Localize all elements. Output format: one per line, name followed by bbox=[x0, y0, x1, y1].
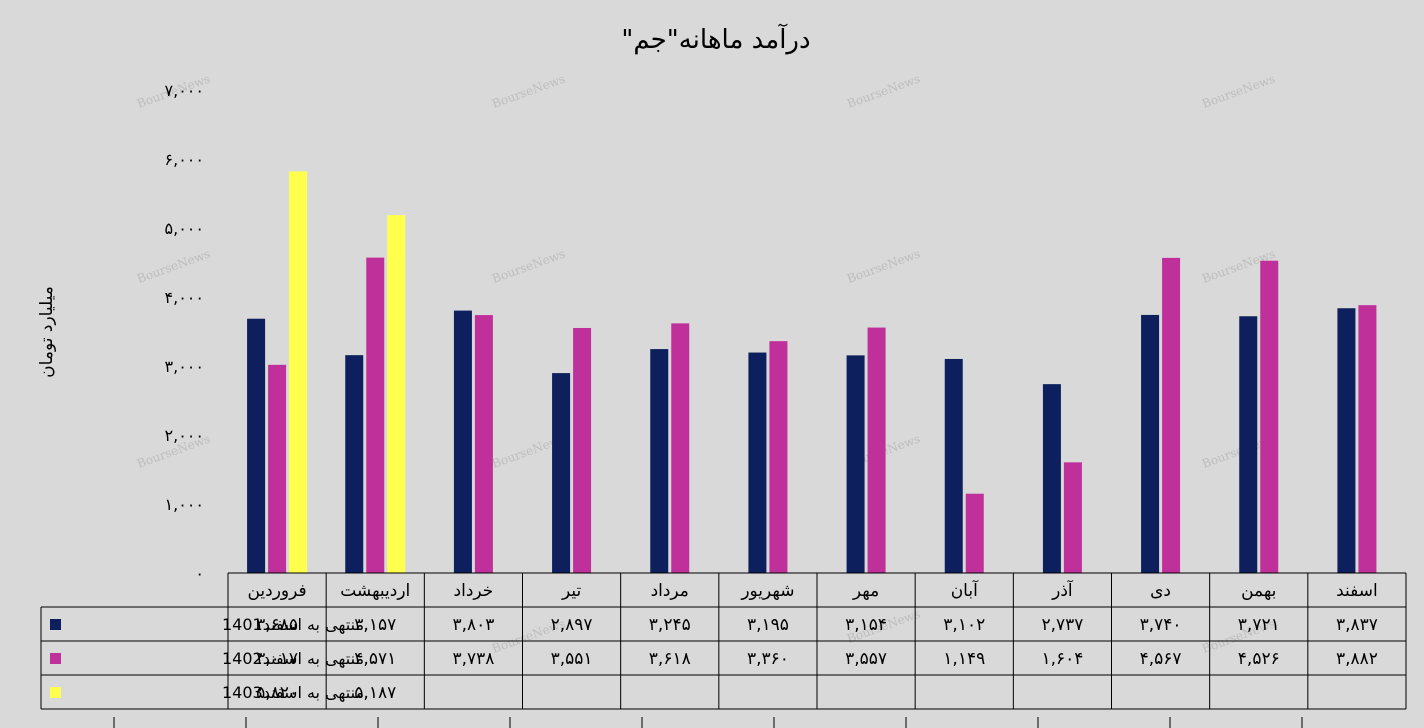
watermark: BourseNews bbox=[1200, 72, 1277, 111]
category-label: شهریور bbox=[740, 581, 794, 601]
watermark: BourseNews bbox=[845, 72, 922, 111]
y-tick-label: ۰ bbox=[195, 564, 204, 583]
bar-2-5 bbox=[671, 323, 690, 573]
data-label: ۳,۳۶۰ bbox=[747, 649, 789, 669]
category-label: اردیبهشت bbox=[340, 581, 410, 601]
data-label: ۱,۶۰۴ bbox=[1041, 649, 1083, 669]
watermark: BourseNews bbox=[845, 247, 922, 286]
y-tick-label: ۲,۰۰۰ bbox=[165, 426, 204, 445]
data-label: ۵,۱۸۷ bbox=[354, 683, 396, 703]
data-label: ۳,۶۱۸ bbox=[649, 649, 691, 669]
y-axis-ticks: ۰ ۱,۰۰۰ ۲,۰۰۰ ۳,۰۰۰ ۴,۰۰۰ ۵,۰۰۰ ۶,۰۰۰ ۷,۰۰۰ bbox=[165, 81, 204, 583]
data-label: ۴,۵۷۱ bbox=[354, 649, 396, 669]
data-label: ۴,۵۲۶ bbox=[1238, 649, 1280, 669]
bar-2-11 bbox=[1260, 260, 1279, 573]
data-label: ۳,۲۴۵ bbox=[649, 615, 691, 635]
data-label: ۲,۸۹۷ bbox=[551, 615, 593, 635]
bar-1-10 bbox=[1141, 314, 1160, 573]
bar-3-1 bbox=[289, 171, 308, 574]
bar-2-6 bbox=[769, 341, 788, 573]
watermark: BourseNews bbox=[490, 72, 567, 111]
bars bbox=[247, 171, 1377, 574]
data-label: ۳,۱۰۲ bbox=[943, 615, 985, 635]
category-label: دی bbox=[1150, 581, 1171, 601]
category-label: خرداد bbox=[454, 581, 494, 601]
category-label: آبان bbox=[951, 579, 979, 601]
category-label: بهمن bbox=[1241, 581, 1276, 601]
bar-2-7 bbox=[867, 327, 886, 573]
data-label: ۳,۱۹۵ bbox=[747, 615, 789, 635]
data-label: ۱,۱۴۹ bbox=[943, 649, 985, 669]
bar-1-3 bbox=[453, 310, 472, 573]
y-tick-label: ۷,۰۰۰ bbox=[165, 81, 204, 100]
legend-swatch bbox=[50, 619, 61, 630]
y-tick-label: ۴,۰۰۰ bbox=[165, 288, 204, 307]
bar-3-2 bbox=[387, 215, 406, 574]
bar-2-9 bbox=[1063, 462, 1082, 573]
category-label: فروردین bbox=[247, 581, 306, 601]
y-tick-label: ۳,۰۰۰ bbox=[165, 357, 204, 376]
category-label: آذر bbox=[1051, 579, 1074, 601]
data-label: ۳,۰۱۷ bbox=[256, 649, 298, 669]
y-tick-label: ۱,۰۰۰ bbox=[165, 495, 204, 514]
bar-2-4 bbox=[573, 327, 592, 573]
bar-1-7 bbox=[846, 355, 865, 573]
bar-1-12 bbox=[1337, 308, 1356, 573]
bar-1-2 bbox=[345, 355, 364, 573]
bar-2-10 bbox=[1162, 257, 1181, 573]
data-label: ۳,۷۳۸ bbox=[452, 649, 494, 669]
data-label: ۳,۵۵۷ bbox=[845, 649, 887, 669]
y-axis-label: میلیارد تومان bbox=[37, 286, 57, 378]
y-tick-label: ۵,۰۰۰ bbox=[165, 219, 204, 238]
data-label: ۳,۷۲۱ bbox=[1238, 615, 1280, 635]
legend-swatch bbox=[50, 687, 61, 698]
watermark: BourseNews bbox=[490, 247, 567, 286]
data-label: ۳,۸۳۷ bbox=[1336, 615, 1378, 635]
data-label: ۳,۸۰۳ bbox=[452, 615, 494, 635]
category-label: مهر bbox=[852, 581, 879, 601]
bar-2-3 bbox=[474, 315, 493, 573]
data-label: ۴,۵۶۷ bbox=[1140, 649, 1182, 669]
bar-1-6 bbox=[748, 352, 767, 573]
data-label: ۳,۶۸۵ bbox=[256, 615, 298, 635]
category-label: تیر bbox=[561, 581, 582, 601]
data-label: ۳,۵۵۱ bbox=[551, 649, 593, 669]
y-tick-label: ۶,۰۰۰ bbox=[165, 150, 204, 169]
legend-label: منتهی به اسفند1402 bbox=[222, 649, 364, 669]
bar-2-2 bbox=[366, 257, 385, 573]
bar-1-9 bbox=[1042, 384, 1061, 573]
chart-title: درآمد ماهانه"جم" bbox=[621, 23, 810, 55]
legend-label: منتهی به اسفند1403 bbox=[222, 683, 364, 703]
legend-swatch bbox=[50, 653, 61, 664]
data-label: ۲,۷۳۷ bbox=[1041, 615, 1083, 635]
data-table: فروردین اردیبهشت خرداد تیر مرداد شهریور مهر آبا… bbox=[40, 572, 1407, 728]
category-label: اسفند bbox=[1336, 581, 1378, 601]
bar-1-11 bbox=[1239, 316, 1258, 573]
data-label: ۳,۷۴۰ bbox=[1140, 615, 1182, 635]
watermark: BourseNews bbox=[135, 247, 212, 286]
legend-label: منتهی به اسفند1401 bbox=[222, 615, 364, 635]
data-label: ۵,۸۲۰ bbox=[256, 683, 298, 703]
data-label: ۳,۱۵۷ bbox=[354, 615, 396, 635]
bar-1-1 bbox=[247, 318, 266, 573]
bar-1-4 bbox=[552, 373, 571, 573]
bar-1-8 bbox=[944, 358, 963, 573]
bar-2-12 bbox=[1358, 305, 1377, 573]
bar-2-1 bbox=[268, 364, 287, 573]
bar-2-8 bbox=[965, 493, 984, 573]
category-label: مرداد bbox=[651, 581, 689, 601]
data-label: ۳,۱۵۴ bbox=[845, 615, 887, 635]
bar-1-5 bbox=[650, 349, 669, 573]
data-label: ۳,۸۸۲ bbox=[1336, 649, 1378, 669]
